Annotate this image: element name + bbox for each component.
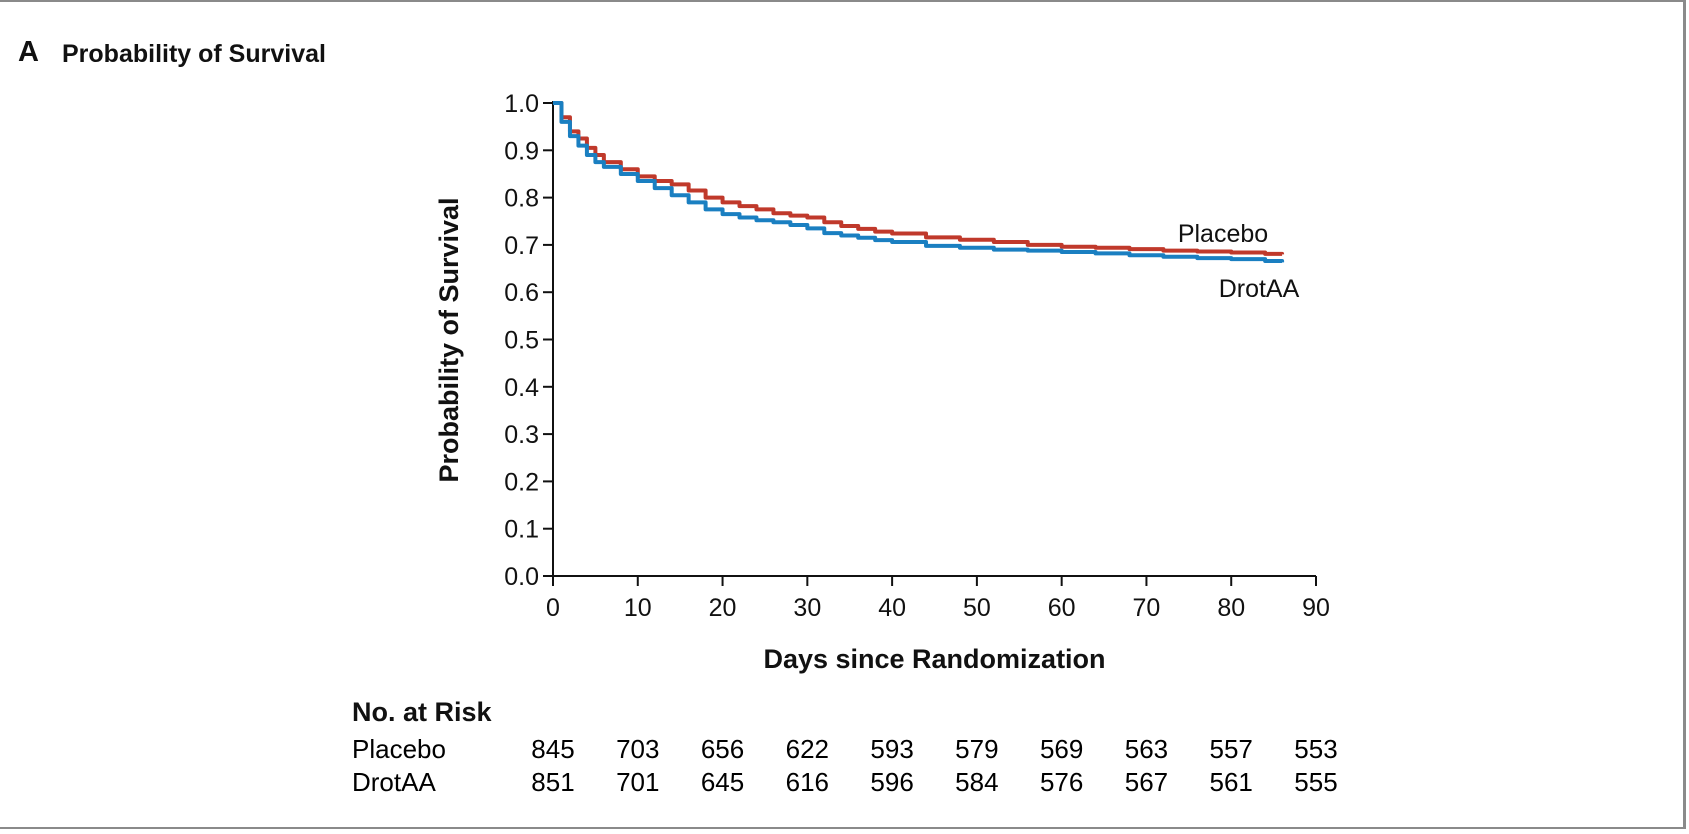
at-risk-value: 596 xyxy=(870,767,914,797)
x-tick-label: 30 xyxy=(793,594,821,622)
y-tick-label: 0.8 xyxy=(504,185,539,213)
y-tick-label: 1.0 xyxy=(504,90,539,118)
at-risk-value: 555 xyxy=(1294,767,1338,797)
at-risk-value: 645 xyxy=(700,767,745,797)
series-line-placebo xyxy=(553,101,1285,256)
at-risk-value: 561 xyxy=(1209,767,1253,797)
at-risk-value: 703 xyxy=(616,734,660,764)
at-risk-value: 553 xyxy=(1294,734,1338,764)
x-tick-label: 90 xyxy=(1302,594,1330,622)
x-tick-label: 20 xyxy=(709,594,737,622)
at-risk-value: 701 xyxy=(616,767,660,797)
x-tick-label: 50 xyxy=(963,594,991,622)
at-risk-value: 563 xyxy=(1124,734,1169,764)
x-tick-label: 10 xyxy=(624,594,652,622)
x-tick-label: 80 xyxy=(1217,594,1245,622)
series-annotation-placebo: Placebo xyxy=(1178,220,1268,248)
y-tick-label: 0.2 xyxy=(504,468,539,496)
y-tick-label: 0.6 xyxy=(504,279,539,307)
x-tick-label: 70 xyxy=(1133,594,1161,622)
at-risk-value: 616 xyxy=(785,767,830,797)
at-risk-value: 845 xyxy=(531,734,575,764)
y-tick-label: 0.0 xyxy=(504,563,539,591)
at-risk-value: 569 xyxy=(1039,734,1084,764)
at-risk-value: 593 xyxy=(870,734,914,764)
y-axis-label: Probability of Survival xyxy=(434,197,464,482)
y-tick-label: 0.1 xyxy=(504,516,539,544)
at-risk-value: 576 xyxy=(1039,767,1084,797)
at-risk-value: 584 xyxy=(955,767,999,797)
y-tick-label: 0.7 xyxy=(504,232,539,260)
at-risk-row-label: Placebo xyxy=(352,734,446,764)
y-tick-label: 0.5 xyxy=(504,327,539,355)
panel-title: Probability of Survival xyxy=(62,40,326,68)
at-risk-value: 567 xyxy=(1124,767,1169,797)
at-risk-value: 557 xyxy=(1209,734,1253,764)
x-tick-label: 0 xyxy=(546,594,560,622)
at-risk-heading: No. at Risk xyxy=(352,697,492,727)
panel-letter: A xyxy=(18,36,39,68)
at-risk-value: 579 xyxy=(955,734,999,764)
at-risk-value: 851 xyxy=(531,767,575,797)
at-risk-value: 656 xyxy=(700,734,745,764)
series-annotation-drotaa: DrotAA xyxy=(1219,275,1300,303)
at-risk-value: 622 xyxy=(785,734,830,764)
at-risk-row-label: DrotAA xyxy=(352,767,436,797)
y-tick-label: 0.3 xyxy=(504,421,539,449)
x-tick-label: 40 xyxy=(878,594,906,622)
x-axis-label: Days since Randomization xyxy=(763,644,1105,674)
y-tick-label: 0.9 xyxy=(504,137,539,165)
y-tick-label: 0.4 xyxy=(504,374,539,402)
x-tick-label: 60 xyxy=(1048,594,1076,622)
series-line-drotaa xyxy=(553,101,1285,263)
